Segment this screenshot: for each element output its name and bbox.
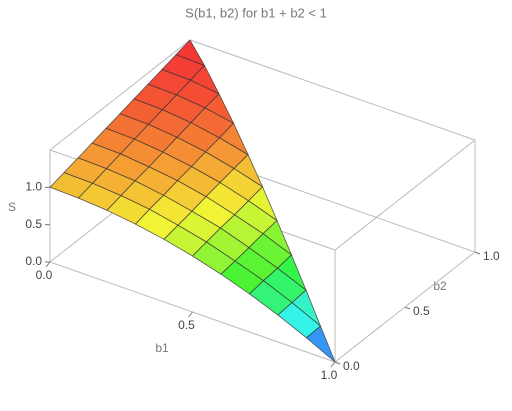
- x-tick: [330, 361, 336, 368]
- y-tick: [334, 361, 341, 365]
- y-axis-label: b2: [433, 279, 447, 293]
- y-tick-label: 1.0: [483, 249, 500, 263]
- x-axis-label: b1: [155, 341, 169, 355]
- y-tick: [474, 251, 481, 255]
- x-tick-label: 0.0: [36, 268, 53, 282]
- x-tick-label: 1.0: [321, 368, 338, 382]
- x-tick: [188, 311, 193, 318]
- x-tick: [45, 261, 51, 268]
- z-tick-label: 0.5: [25, 217, 42, 231]
- y-tick: [404, 306, 411, 310]
- y-tick-label: 0.0: [343, 359, 360, 373]
- surface-patch: [305, 325, 336, 363]
- z-tick-label: 1.0: [25, 180, 42, 194]
- chart-title: S(b1, b2) for b1 + b2 < 1: [185, 5, 327, 20]
- x-tick-label: 0.5: [178, 318, 195, 332]
- z-tick-label: 0.0: [25, 254, 42, 268]
- z-axis-label: S: [8, 200, 16, 214]
- y-tick-label: 0.5: [413, 304, 430, 318]
